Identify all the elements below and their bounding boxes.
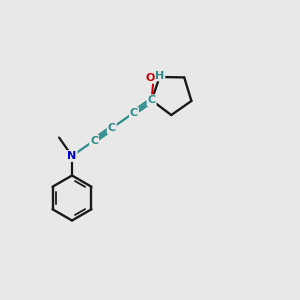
Text: O: O — [145, 73, 154, 83]
Text: C: C — [148, 95, 156, 105]
Text: C: C — [108, 123, 116, 133]
Text: C: C — [130, 108, 138, 118]
Text: N: N — [68, 151, 76, 161]
Text: C: C — [90, 136, 98, 146]
Text: H: H — [155, 71, 165, 81]
